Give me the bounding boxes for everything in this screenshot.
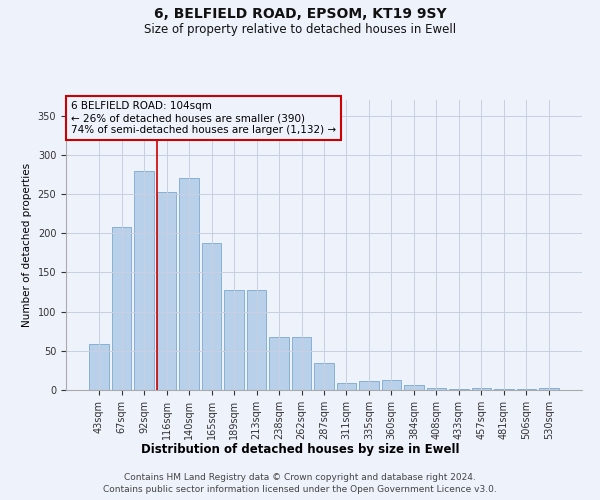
Bar bbox=[247, 290, 266, 390]
Bar bbox=[517, 389, 536, 390]
Text: Distribution of detached houses by size in Ewell: Distribution of detached houses by size … bbox=[141, 442, 459, 456]
Bar bbox=[359, 382, 379, 390]
Bar bbox=[449, 389, 469, 390]
Bar bbox=[314, 362, 334, 390]
Bar bbox=[404, 386, 424, 390]
Bar bbox=[134, 170, 154, 390]
Bar bbox=[539, 388, 559, 390]
Bar bbox=[157, 192, 176, 390]
Bar bbox=[337, 383, 356, 390]
Bar bbox=[179, 178, 199, 390]
Bar bbox=[89, 344, 109, 390]
Bar bbox=[224, 290, 244, 390]
Bar bbox=[494, 389, 514, 390]
Text: 6, BELFIELD ROAD, EPSOM, KT19 9SY: 6, BELFIELD ROAD, EPSOM, KT19 9SY bbox=[154, 8, 446, 22]
Bar bbox=[472, 388, 491, 390]
Bar bbox=[202, 242, 221, 390]
Bar bbox=[269, 336, 289, 390]
Bar bbox=[112, 227, 131, 390]
Bar bbox=[427, 388, 446, 390]
Text: 6 BELFIELD ROAD: 104sqm
← 26% of detached houses are smaller (390)
74% of semi-d: 6 BELFIELD ROAD: 104sqm ← 26% of detache… bbox=[71, 102, 336, 134]
Text: Contains public sector information licensed under the Open Government Licence v3: Contains public sector information licen… bbox=[103, 485, 497, 494]
Text: Size of property relative to detached houses in Ewell: Size of property relative to detached ho… bbox=[144, 22, 456, 36]
Y-axis label: Number of detached properties: Number of detached properties bbox=[22, 163, 32, 327]
Bar bbox=[292, 336, 311, 390]
Bar bbox=[382, 380, 401, 390]
Text: Contains HM Land Registry data © Crown copyright and database right 2024.: Contains HM Land Registry data © Crown c… bbox=[124, 472, 476, 482]
